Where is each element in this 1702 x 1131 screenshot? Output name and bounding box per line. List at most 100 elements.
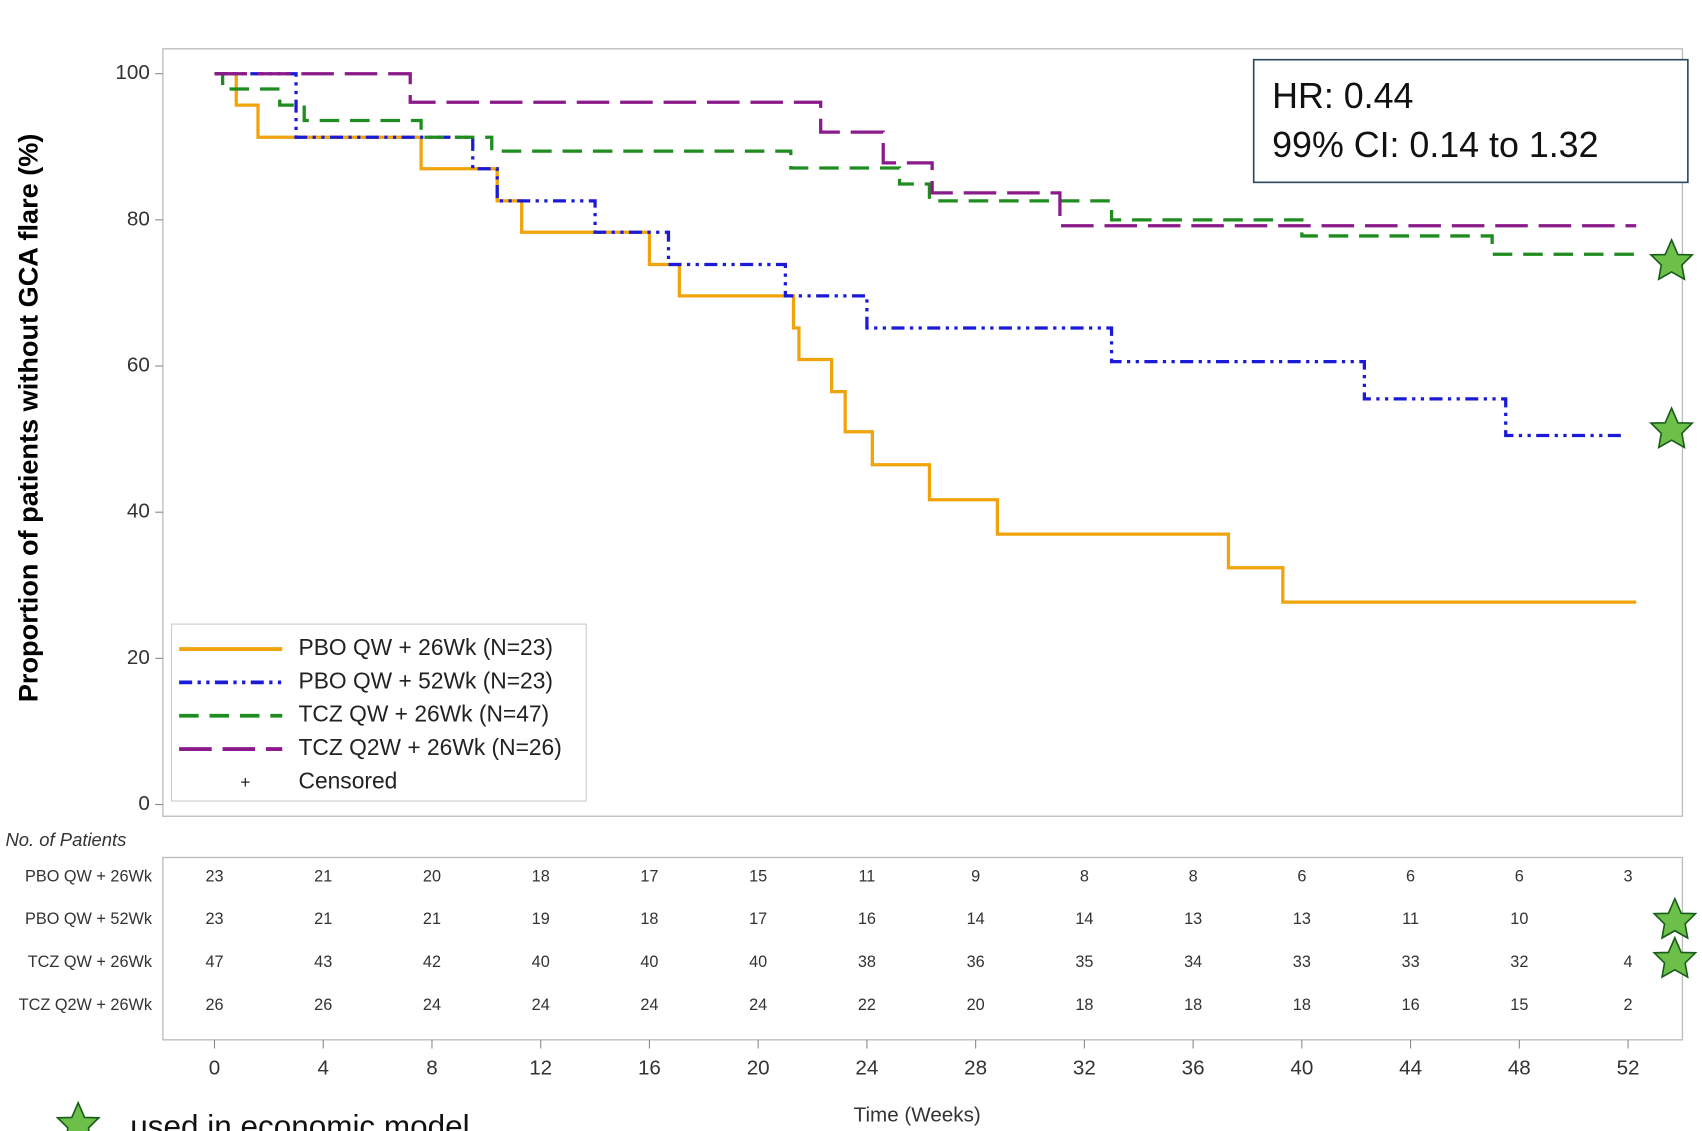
table-value: 32 [1510,953,1528,971]
x-tick-label: 44 [1399,1057,1422,1080]
table-value: 23 [205,910,223,928]
x-tick-label: 48 [1508,1057,1531,1080]
star-icon [1653,936,1697,978]
table-value: 24 [423,996,441,1014]
table-value: 15 [1510,996,1528,1014]
hr-box [1252,58,1689,184]
table-row-label: PBO QW + 26Wk [25,867,153,885]
table-value: 6 [1515,867,1524,885]
table-value: 13 [1184,910,1202,928]
table-value: 36 [967,953,985,971]
table-value: 20 [423,867,441,885]
legend-label: PBO QW + 52Wk (N=23) [299,667,553,693]
x-tick-label: 0 [209,1057,220,1080]
table-value: 8 [1189,867,1198,885]
table-value: 38 [858,953,876,971]
table-value: 11 [1402,910,1419,928]
table-value: 42 [423,953,441,971]
legend-box [170,623,587,802]
legend-label: TCZ Q2W + 26Wk (N=26) [299,734,562,760]
km-line [214,72,1645,256]
table-row-label: PBO QW + 52Wk [25,910,153,928]
y-tick-label: 0 [138,792,149,815]
x-tick-label: 36 [1182,1057,1205,1080]
table-value: 21 [314,867,332,885]
footnote: used in economic model [130,1109,469,1131]
y-tick-label: 20 [127,646,150,669]
table-value: 22 [858,996,876,1014]
x-tick-label: 20 [747,1057,770,1080]
km-line [214,72,1637,604]
table-value: 24 [749,996,767,1014]
km-line [214,72,1637,228]
x-tick-label: 32 [1073,1057,1096,1080]
table-value: 23 [205,867,223,885]
table-value: 2 [1624,996,1633,1014]
y-tick-label: 60 [127,353,150,376]
x-tick-label: 4 [317,1057,328,1080]
table-value: 6 [1297,867,1306,885]
x-tick-label: 16 [638,1057,661,1080]
table-row-label: TCZ QW + 26Wk [28,953,153,971]
table-value: 8 [1080,867,1089,885]
x-tick-label: 8 [426,1057,437,1080]
table-value: 24 [640,996,658,1014]
x-tick-label: 40 [1290,1057,1313,1080]
table-value: 16 [858,910,876,928]
table-value: 14 [967,910,985,928]
table-value: 35 [1075,953,1093,971]
table-frame [162,856,1684,1041]
table-value: 4 [1624,953,1633,971]
table-value: 33 [1402,953,1420,971]
table-value: 18 [532,867,550,885]
table-value: 18 [1293,996,1311,1014]
x-axis-label: Time (Weeks) [854,1103,981,1126]
table-value: 43 [314,953,332,971]
table-value: 16 [1402,996,1420,1014]
table-value: 18 [1184,996,1202,1014]
table-value: 10 [1510,910,1528,928]
table-value: 20 [967,996,985,1014]
annotation: 99% CI: 0.14 to 1.32 [1272,125,1598,165]
y-axis-label: Proportion of patients without GCA flare… [13,134,44,703]
censor-symbol: + [240,772,250,792]
table-row-label: TCZ Q2W + 26Wk [19,996,153,1014]
table-value: 26 [314,996,332,1014]
legend-label: TCZ QW + 26Wk (N=47) [299,701,550,727]
y-tick-label: 80 [127,207,150,230]
table-value: 21 [314,910,332,928]
star-icon [1653,897,1697,939]
star-icon [1650,407,1694,449]
table-value: 26 [205,996,223,1014]
table-value: 17 [749,910,767,928]
table-value: 15 [749,867,767,885]
y-tick-label: 40 [127,500,150,523]
legend-label: PBO QW + 26Wk (N=23) [299,634,553,660]
star-icon [56,1101,100,1131]
table-value: 3 [1624,867,1633,885]
legend-label: Censored [299,768,398,794]
table-value: 24 [532,996,550,1014]
table-value: 40 [532,953,550,971]
star-icon [1650,239,1694,280]
annotation: HR: 0.44 [1272,76,1413,116]
x-tick-label: 52 [1617,1057,1640,1080]
table-value: 9 [971,867,980,885]
x-tick-label: 24 [855,1057,878,1080]
table-value: 18 [640,910,658,928]
table-value: 19 [532,910,550,928]
table-value: 18 [1075,996,1093,1014]
table-value: 33 [1293,953,1311,971]
table-value: 11 [858,867,875,885]
table-title: No. of Patients [5,829,126,850]
table-value: 40 [749,953,767,971]
x-tick-label: 28 [964,1057,987,1080]
table-value: 34 [1184,953,1202,971]
x-tick-label: 12 [529,1057,552,1080]
table-value: 21 [423,910,441,928]
table-value: 17 [640,867,658,885]
y-tick-label: 100 [115,61,149,84]
table-value: 40 [640,953,658,971]
table-value: 13 [1293,910,1311,928]
